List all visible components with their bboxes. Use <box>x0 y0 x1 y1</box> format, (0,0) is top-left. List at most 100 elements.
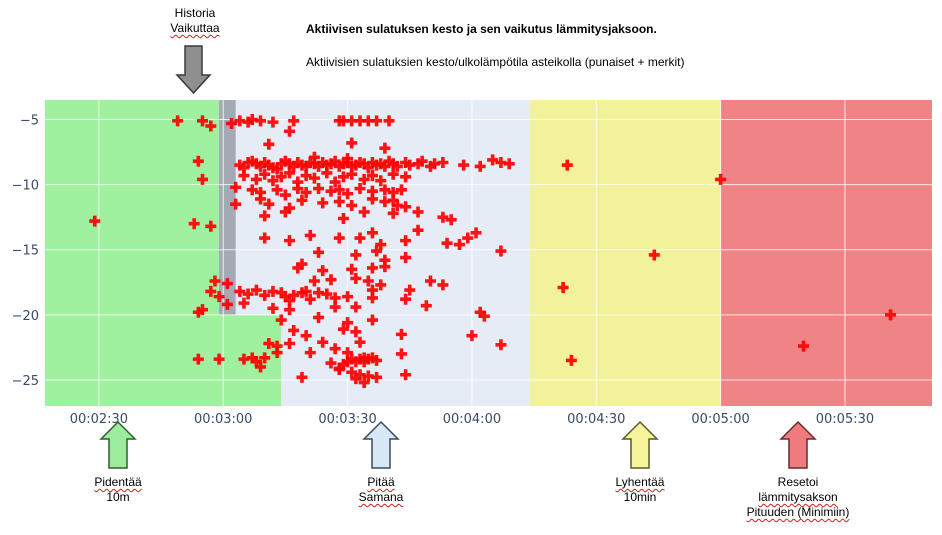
data-point <box>238 297 250 309</box>
data-point <box>288 289 300 301</box>
data-point <box>400 171 412 183</box>
data-point <box>346 199 358 211</box>
zone-layer <box>45 100 932 406</box>
data-point <box>395 184 407 196</box>
data-point <box>238 170 250 182</box>
data-point <box>346 353 358 365</box>
data-point <box>246 114 258 126</box>
data-point <box>503 158 515 170</box>
data-point <box>317 265 329 277</box>
data-point <box>495 245 507 257</box>
data-point <box>188 218 200 230</box>
data-point <box>275 171 287 183</box>
data-point <box>487 154 499 166</box>
data-point <box>362 115 374 127</box>
data-point <box>250 158 262 170</box>
data-point <box>379 196 391 208</box>
data-point <box>209 275 221 287</box>
data-point <box>246 184 258 196</box>
data-point <box>379 184 391 196</box>
data-point <box>366 292 378 304</box>
data-point <box>329 301 341 313</box>
data-point <box>288 324 300 336</box>
data-point <box>259 352 271 364</box>
data-point <box>275 314 287 326</box>
data-point <box>453 239 465 251</box>
x-tick-label: 00:05:00 <box>691 412 749 427</box>
data-point <box>366 352 378 364</box>
data-point <box>284 337 296 349</box>
data-point <box>255 160 267 172</box>
chart-title: Aktiivisen sulatuksen kesto ja sen vaiku… <box>306 22 657 36</box>
data-point <box>400 235 412 247</box>
data-point <box>885 309 897 321</box>
data-point <box>234 285 246 297</box>
data-point <box>387 168 399 180</box>
data-point <box>292 262 304 274</box>
data-point <box>383 115 395 127</box>
data-point <box>715 173 727 185</box>
data-point <box>400 157 412 169</box>
data-point <box>387 186 399 198</box>
data-point <box>267 175 279 187</box>
data-point <box>379 254 391 266</box>
data-point <box>466 330 478 342</box>
data-point <box>300 160 312 172</box>
x-tick-label: 00:04:00 <box>443 412 501 427</box>
data-point <box>395 328 407 340</box>
data-point <box>325 158 337 170</box>
data-point <box>329 176 341 188</box>
data-point <box>284 125 296 137</box>
data-point <box>358 206 370 218</box>
data-point <box>313 160 325 172</box>
data-point <box>333 232 345 244</box>
data-point <box>400 252 412 264</box>
data-point <box>366 170 378 182</box>
data-point <box>379 261 391 273</box>
data-point <box>292 183 304 195</box>
annotation-reset: Resetoi lämmitysakson Pituuden (Minimiin… <box>728 475 868 520</box>
zone-5 <box>720 100 932 406</box>
data-point <box>321 288 333 300</box>
data-point <box>342 291 354 303</box>
data-point <box>259 168 271 180</box>
data-point <box>366 227 378 239</box>
data-point <box>366 157 378 169</box>
data-point <box>342 317 354 329</box>
tick-layer: −5 −10 −15 −20 −25 00:02:30 00:03:00 00:03:30 00… <box>12 114 875 427</box>
data-point <box>387 194 399 206</box>
data-point <box>304 293 316 305</box>
data-point <box>358 356 370 368</box>
data-point <box>221 298 233 310</box>
data-point <box>284 295 296 307</box>
data-point <box>296 258 308 270</box>
data-point <box>437 157 449 169</box>
data-point <box>362 370 374 382</box>
data-point <box>375 158 387 170</box>
data-point <box>271 163 283 175</box>
data-point <box>342 188 354 200</box>
data-point <box>350 356 362 368</box>
data-point <box>205 120 217 132</box>
data-point <box>474 306 486 318</box>
data-point <box>366 185 378 197</box>
data-point <box>242 288 254 300</box>
data-point <box>284 202 296 214</box>
data-point <box>354 232 366 244</box>
data-point <box>300 330 312 342</box>
data-point <box>284 235 296 247</box>
data-point <box>337 171 349 183</box>
data-point <box>383 155 395 167</box>
data-point <box>259 232 271 244</box>
data-point <box>342 157 354 169</box>
data-point <box>246 352 258 364</box>
data-point <box>362 275 374 287</box>
data-point <box>362 162 374 174</box>
data-point <box>474 160 486 172</box>
shorten-arrow-icon <box>621 420 659 469</box>
data-point <box>371 115 383 127</box>
data-point <box>325 185 337 197</box>
data-point <box>337 115 349 127</box>
extend-arrow-icon <box>99 420 137 469</box>
data-point <box>478 310 490 322</box>
